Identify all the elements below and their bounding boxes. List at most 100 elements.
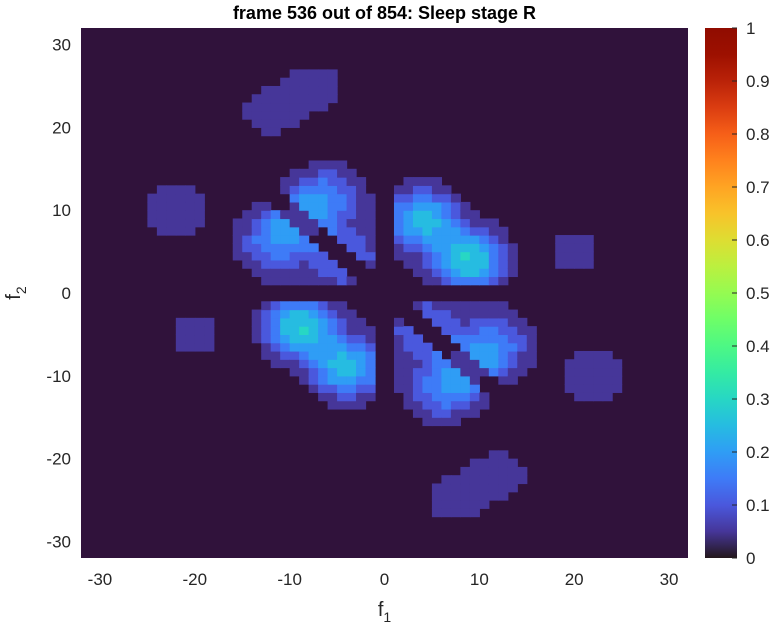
heatmap-cell	[261, 110, 272, 120]
heatmap-cell	[450, 301, 461, 311]
heatmap-cell	[526, 359, 537, 369]
heatmap-cell	[393, 193, 405, 203]
heatmap-cell	[450, 392, 461, 402]
heatmap-cell	[469, 301, 480, 311]
heatmap-cell	[251, 218, 262, 228]
heatmap-cell	[403, 210, 414, 220]
heatmap-cell	[507, 483, 518, 493]
heatmap-cell	[194, 342, 205, 352]
heatmap-cell	[574, 367, 585, 377]
heatmap-cell	[450, 210, 461, 220]
heatmap-cell	[393, 326, 405, 336]
heatmap-cell	[270, 268, 281, 278]
x-axis-label-subscript: 1	[383, 609, 391, 625]
heatmap-cell	[488, 359, 499, 369]
heatmap-cell	[422, 400, 433, 410]
heatmap-cell	[612, 384, 623, 393]
heatmap-cell	[460, 500, 471, 509]
heatmap-cell	[356, 317, 367, 327]
heatmap-cell	[280, 94, 291, 104]
heatmap-cell	[156, 185, 167, 195]
heatmap-cell	[564, 251, 575, 261]
heatmap-cell	[327, 367, 338, 377]
heatmap-cell	[555, 235, 566, 244]
heatmap-cell	[166, 218, 177, 228]
heatmap-cell	[526, 334, 537, 344]
x-tick-label: -30	[88, 570, 113, 589]
heatmap-cell	[431, 185, 443, 195]
heatmap-cell	[431, 317, 443, 327]
heatmap-cell	[403, 193, 414, 203]
heatmap-cell	[460, 334, 471, 344]
heatmap-cell	[393, 201, 405, 211]
heatmap-cell	[346, 243, 357, 253]
heatmap-cell	[251, 334, 262, 344]
heatmap-cell	[602, 350, 613, 360]
heatmap-cell	[280, 350, 291, 360]
heatmap-cell	[185, 342, 196, 352]
heatmap-cell	[450, 268, 461, 278]
heatmap-cell	[327, 317, 338, 327]
heatmap-cell	[251, 110, 262, 120]
heatmap-cell	[403, 326, 414, 336]
heatmap-cell	[337, 326, 348, 336]
heatmap-cell	[412, 301, 424, 311]
heatmap-cell	[498, 309, 509, 319]
x-axis-label: f1	[378, 599, 392, 625]
heatmap-cell	[280, 251, 291, 261]
heatmap-cell	[602, 375, 613, 385]
heatmap-cell	[308, 69, 319, 79]
heatmap-cell	[337, 218, 348, 228]
heatmap-cell	[441, 400, 452, 410]
heatmap-cell	[583, 367, 594, 377]
heatmap-cell	[488, 350, 499, 360]
heatmap-cell	[356, 218, 367, 228]
heatmap-cell	[460, 268, 471, 278]
heatmap-cell	[280, 301, 291, 311]
heatmap-cell	[185, 185, 196, 195]
heatmap-cell	[431, 384, 443, 393]
heatmap-cell	[308, 309, 319, 319]
heatmap-cell	[460, 475, 471, 485]
heatmap-cell	[299, 218, 310, 228]
heatmap-cell	[346, 276, 357, 286]
heatmap-cell	[289, 317, 300, 327]
heatmap-cell	[365, 251, 376, 261]
heatmap-cell	[441, 218, 452, 228]
heatmap-cell	[156, 201, 167, 211]
heatmap-cell	[469, 483, 480, 493]
heatmap-cell	[299, 276, 310, 286]
heatmap-cell	[299, 85, 310, 95]
heatmap-cell	[327, 359, 338, 369]
heatmap-cell	[356, 375, 367, 385]
heatmap-cell	[356, 210, 367, 220]
heatmap-cell	[147, 210, 158, 220]
heatmap-cell	[498, 243, 509, 253]
heatmap-cell	[488, 367, 499, 377]
heatmap-cell	[166, 185, 177, 195]
heatmap-cell	[327, 94, 338, 104]
heatmap-cell	[431, 259, 443, 269]
heatmap-cell	[422, 259, 433, 269]
heatmap-cell	[327, 309, 338, 319]
heatmap-cell	[270, 334, 281, 344]
heatmap-cell	[469, 466, 480, 476]
heatmap-cell	[469, 243, 480, 253]
heatmap-cell	[289, 350, 300, 360]
heatmap-cell	[564, 375, 575, 385]
heatmap-cell	[251, 268, 262, 278]
heatmap-cell	[412, 268, 424, 278]
heatmap-cell	[422, 177, 433, 186]
heatmap-cell	[356, 235, 367, 244]
heatmap-cell	[299, 94, 310, 104]
heatmap-cell	[289, 119, 300, 128]
heatmap-cell	[327, 392, 338, 402]
heatmap-cell	[280, 210, 291, 220]
heatmap-cell	[261, 226, 272, 236]
heatmap-cell	[441, 326, 452, 336]
colorbar-tick-label: 0.7	[746, 178, 770, 197]
heatmap-cell	[441, 276, 452, 286]
heatmap-cell	[299, 185, 310, 195]
heatmap-cell	[526, 342, 537, 352]
heatmap-cell	[479, 359, 490, 369]
